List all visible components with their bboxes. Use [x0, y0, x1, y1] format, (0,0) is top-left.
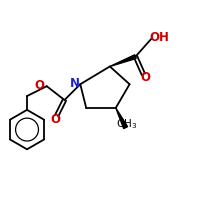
Text: O: O [35, 79, 45, 92]
Text: O: O [51, 113, 61, 126]
Text: N: N [70, 77, 80, 90]
Text: O: O [140, 71, 150, 84]
Polygon shape [110, 55, 136, 66]
Text: CH$_3$: CH$_3$ [116, 117, 137, 131]
Text: OH: OH [150, 31, 169, 44]
Polygon shape [116, 108, 128, 129]
